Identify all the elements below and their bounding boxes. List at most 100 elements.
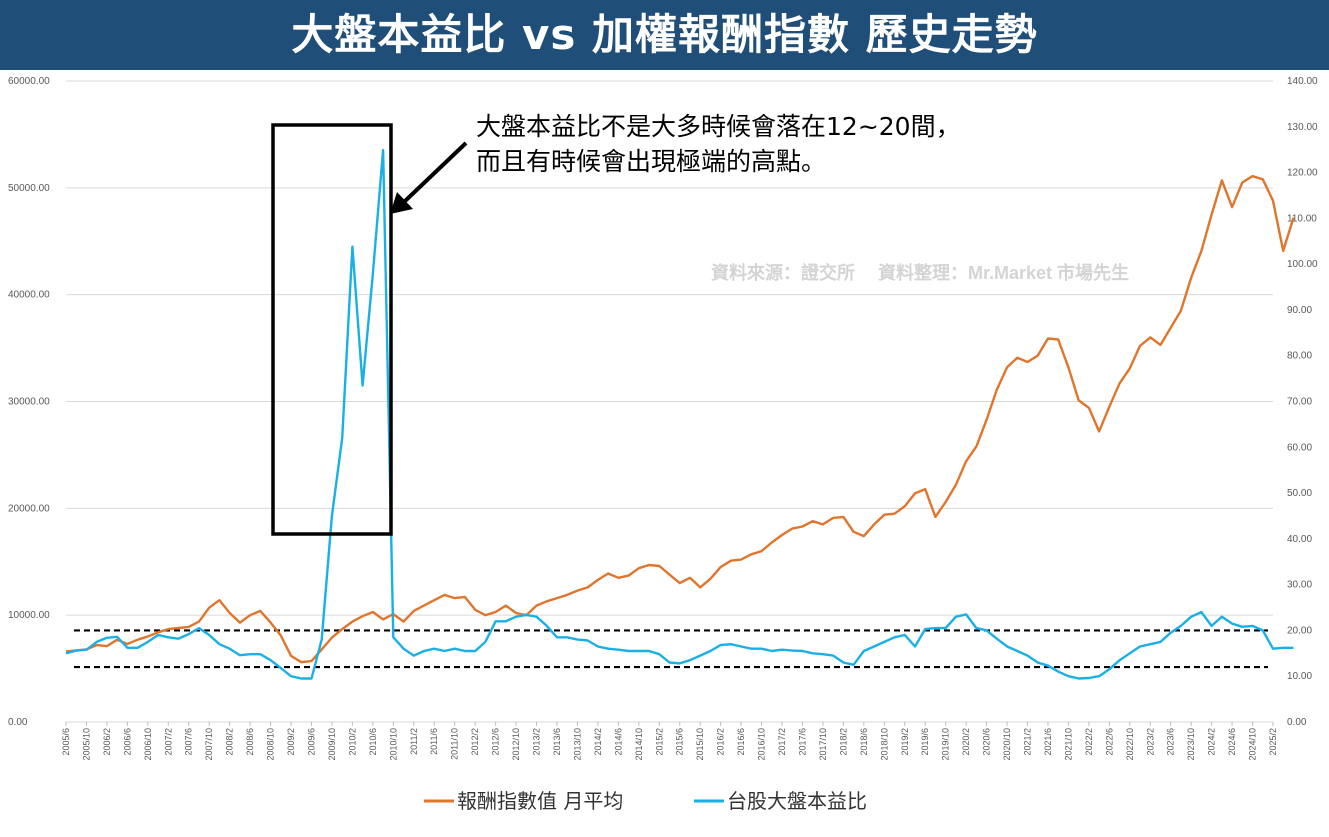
x-tick-label: 2022/10 — [1125, 728, 1135, 761]
right-tick-label: 20.00 — [1287, 625, 1312, 636]
x-tick-label: 2012/6 — [491, 728, 501, 756]
right-tick-label: 50.00 — [1287, 488, 1312, 499]
reference-lines — [74, 629, 1268, 669]
x-tick-label: 2020/6 — [982, 728, 992, 756]
right-tick-label: 140.00 — [1287, 76, 1318, 87]
highlight-box — [271, 123, 393, 536]
x-tick-label: 2006/10 — [143, 728, 153, 761]
series-lines — [65, 148, 1295, 680]
x-tick-label: 2016/10 — [757, 728, 767, 761]
x-tick-label: 2009/6 — [306, 728, 316, 756]
x-tick-label: 2006/2 — [102, 728, 112, 756]
left-tick-label: 30000.00 — [8, 397, 50, 408]
annotation-arrow — [390, 141, 468, 214]
x-tick-label: 2014/10 — [634, 728, 644, 761]
x-tick-label: 2008/10 — [266, 728, 276, 761]
x-tick-label: 2014/6 — [613, 728, 623, 756]
chart: 0.00 10000.00 20000.00 30000.00 40000.00 5000… — [8, 76, 1318, 813]
right-tick-label: 110.00 — [1287, 213, 1317, 224]
x-tick-label: 2009/10 — [327, 728, 337, 761]
left-tick-label: 20000.00 — [8, 503, 50, 514]
x-tick-label: 2011/6 — [429, 728, 439, 755]
x-tick-label: 2019/2 — [900, 728, 910, 756]
x-tick-label: 2019/10 — [941, 728, 951, 761]
x-tick-label: 2013/6 — [552, 728, 562, 756]
right-tick-label: 60.00 — [1287, 442, 1312, 453]
right-tick-label: 40.00 — [1287, 534, 1312, 545]
x-tick-label: 2013/2 — [532, 728, 542, 756]
x-tick-label: 2023/2 — [1145, 728, 1155, 756]
left-tick-label: 0.00 — [8, 717, 28, 728]
right-tick-label: 120.00 — [1287, 168, 1318, 179]
right-tick-label: 90.00 — [1287, 305, 1312, 316]
x-tick-label: 2006/6 — [122, 728, 132, 756]
x-tick-label: 2015/10 — [695, 728, 705, 761]
right-tick-label: 130.00 — [1287, 122, 1318, 133]
left-tick-label: 40000.00 — [8, 290, 50, 301]
x-tick-label: 2007/2 — [163, 728, 173, 756]
x-tick-label: 2021/2 — [1023, 728, 1033, 756]
x-tick-label: 2022/2 — [1084, 728, 1094, 756]
right-tick-label: 80.00 — [1287, 351, 1312, 362]
left-axis: 0.00 10000.00 20000.00 30000.00 40000.00 5000… — [8, 76, 50, 728]
right-tick-label: 70.00 — [1287, 397, 1312, 408]
x-tick-label: 2017/6 — [797, 728, 807, 756]
x-tick-label: 2015/2 — [654, 728, 664, 756]
right-tick-label: 100.00 — [1287, 259, 1318, 270]
x-tick-label: 2020/10 — [1002, 728, 1012, 761]
x-tick-label: 2011/10 — [450, 728, 460, 760]
x-tick-label: 2017/2 — [777, 728, 787, 756]
right-tick-label: 0.00 — [1287, 717, 1307, 728]
annotation-line-2: 而且有時候會出現極端的高點。 — [476, 147, 826, 176]
x-tick-label: 2011/2 — [409, 728, 419, 755]
x-tick-label: 2021/6 — [1043, 728, 1053, 756]
right-tick-label: 10.00 — [1287, 671, 1312, 682]
x-tick-label: 2021/10 — [1063, 728, 1073, 761]
annotation-line-1: 大盤本益比不是大多時候會落在12~20間， — [476, 112, 961, 141]
x-tick-label: 2016/2 — [716, 728, 726, 756]
x-tick-label: 2025/2 — [1268, 728, 1278, 756]
x-tick-label: 2009/2 — [286, 728, 296, 756]
x-tick-label: 2018/10 — [879, 728, 889, 761]
x-tick-label: 2013/10 — [572, 728, 582, 761]
x-tick-label: 2007/10 — [204, 728, 214, 761]
x-tick-label: 2024/2 — [1207, 728, 1217, 756]
x-tick-label: 2008/2 — [225, 728, 235, 756]
x-tick-label: 2015/6 — [675, 728, 685, 756]
x-tick-label: 2005/10 — [81, 728, 91, 761]
x-tick-label: 2018/6 — [859, 728, 869, 756]
left-tick-label: 10000.00 — [8, 610, 50, 621]
x-tick-label: 2007/6 — [184, 728, 194, 756]
x-tick-label: 2010/2 — [347, 728, 357, 756]
x-axis: 2005/6 2005/10 2006/2 2006/6 2006/10 2007/2 20… — [61, 722, 1278, 761]
x-tick-label: 2012/10 — [511, 728, 521, 761]
left-tick-label: 50000.00 — [8, 183, 50, 194]
watermark: 資料來源：證交所 資料整理：Mr.Market 市場先生 — [711, 262, 1129, 283]
x-tick-label: 2005/6 — [61, 728, 71, 756]
legend-label: 報酬指數值 月平均 — [457, 789, 623, 813]
x-tick-label: 2014/2 — [593, 728, 603, 756]
page-title: 大盤本益比 vs 加權報酬指數 歷史走勢 — [291, 10, 1038, 59]
x-tick-label: 2010/6 — [368, 728, 378, 756]
legend: 報酬指數值 月平均 台股大盤本益比 — [424, 789, 867, 813]
x-tick-label: 2012/2 — [470, 728, 480, 756]
right-tick-label: 30.00 — [1287, 580, 1312, 591]
x-tick-label: 2010/10 — [388, 728, 398, 761]
x-tick-label: 2023/6 — [1166, 728, 1176, 756]
pe-ratio-line — [65, 148, 1294, 680]
x-tick-label: 2016/6 — [736, 728, 746, 756]
x-tick-label: 2024/6 — [1227, 728, 1237, 756]
right-axis: 0.00 10.00 20.00 30.00 40.00 50.00 60.00 70.00 8… — [1287, 76, 1318, 728]
x-tick-label: 2018/2 — [838, 728, 848, 756]
x-tick-label: 2022/6 — [1104, 728, 1114, 756]
x-tick-label: 2019/6 — [920, 728, 930, 756]
grid — [66, 80, 1273, 723]
x-tick-label: 2008/6 — [245, 728, 255, 756]
left-tick-label: 60000.00 — [8, 76, 50, 87]
title-banner: 大盤本益比 vs 加權報酬指數 歷史走勢 — [0, 0, 1329, 70]
return-index-line — [65, 174, 1295, 664]
x-tick-label: 2024/10 — [1248, 728, 1258, 761]
x-tick-label: 2023/10 — [1186, 728, 1196, 761]
x-tick-label: 2017/10 — [818, 728, 828, 761]
legend-label: 台股大盤本益比 — [727, 789, 867, 813]
